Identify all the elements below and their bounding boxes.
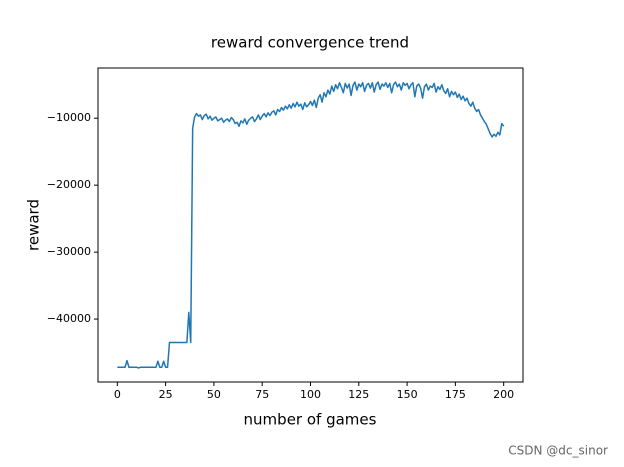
plot-frame — [97, 67, 524, 383]
x-tick-label: 100 — [300, 388, 321, 401]
y-tick-label: −20000 — [47, 178, 91, 191]
x-tick-label: 50 — [207, 388, 221, 401]
watermark: CSDN @dc_sinor — [508, 444, 608, 458]
chart-title: reward convergence trend — [211, 34, 409, 52]
x-tick-label: 175 — [445, 388, 466, 401]
y-tick-label: −40000 — [47, 312, 91, 325]
x-tick-label: 75 — [255, 388, 269, 401]
x-tick-label: 150 — [397, 388, 418, 401]
x-tick-label: 200 — [493, 388, 514, 401]
y-tick-label: −10000 — [47, 111, 91, 124]
y-axis-label: reward — [25, 199, 43, 251]
x-axis-label: number of games — [244, 411, 377, 429]
y-tick-label: −30000 — [47, 245, 91, 258]
line — [117, 81, 505, 369]
x-tick-label: 125 — [348, 388, 369, 401]
x-tick-label: 25 — [159, 388, 173, 401]
x-tick-label: 0 — [114, 388, 121, 401]
